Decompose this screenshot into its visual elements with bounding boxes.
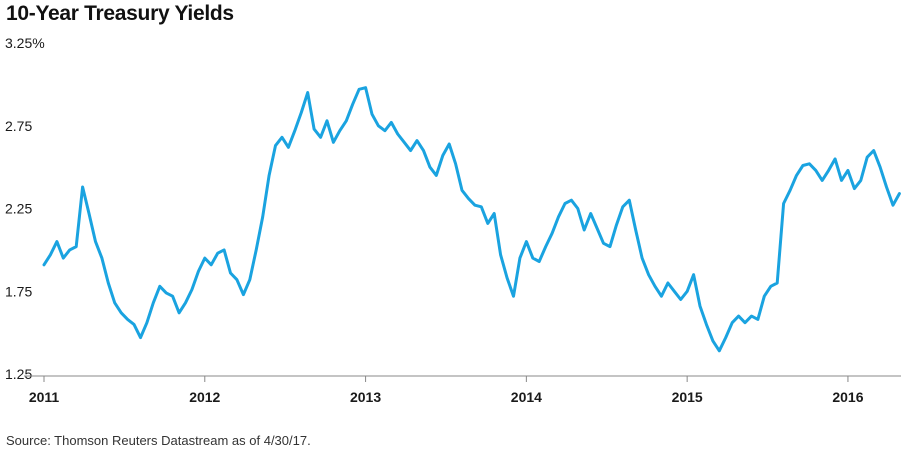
x-tick-label: 2013: [350, 389, 381, 405]
x-tick-label: 2015: [672, 389, 703, 405]
yield-series-line: [42, 86, 901, 353]
source-note: Source: Thomson Reuters Datastream as of…: [6, 433, 311, 448]
y-tick-label: 1.25: [5, 366, 32, 382]
y-tick-label: 2.75: [5, 118, 32, 134]
x-tick-label: 2011: [29, 389, 60, 405]
x-tick-label: 2014: [511, 389, 542, 405]
x-tick-label: 2012: [189, 389, 220, 405]
y-tick-label: 3.25%: [5, 35, 45, 51]
chart-title: 10-Year Treasury Yields: [6, 2, 234, 25]
y-tick-label: 2.25: [5, 201, 32, 217]
x-axis: 2011 2012 2013 2014 2015 2016: [29, 376, 864, 405]
y-tick-label: 1.75: [5, 283, 32, 299]
x-tick-label: 2016: [832, 389, 863, 405]
y-axis: 3.25% 2.75 2.25 1.75 1.25: [5, 35, 45, 382]
